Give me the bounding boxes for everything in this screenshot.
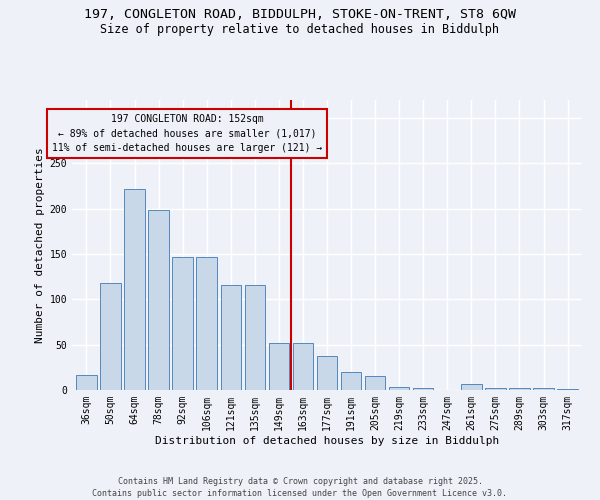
Bar xyxy=(293,343,313,390)
X-axis label: Distribution of detached houses by size in Biddulph: Distribution of detached houses by size … xyxy=(155,436,499,446)
Bar xyxy=(509,388,530,390)
Bar xyxy=(245,285,265,390)
Bar xyxy=(221,285,241,390)
Bar xyxy=(533,388,554,390)
Bar xyxy=(461,384,482,390)
Bar xyxy=(485,388,506,390)
Bar xyxy=(172,257,193,390)
Text: 197 CONGLETON ROAD: 152sqm
← 89% of detached houses are smaller (1,017)
11% of s: 197 CONGLETON ROAD: 152sqm ← 89% of deta… xyxy=(52,114,323,153)
Bar xyxy=(269,343,289,390)
Bar xyxy=(341,372,361,390)
Bar xyxy=(100,283,121,390)
Bar xyxy=(557,389,578,390)
Text: Contains HM Land Registry data © Crown copyright and database right 2025.
Contai: Contains HM Land Registry data © Crown c… xyxy=(92,476,508,498)
Text: Size of property relative to detached houses in Biddulph: Size of property relative to detached ho… xyxy=(101,22,499,36)
Bar xyxy=(413,388,433,390)
Bar xyxy=(365,376,385,390)
Bar xyxy=(317,356,337,390)
Y-axis label: Number of detached properties: Number of detached properties xyxy=(35,147,46,343)
Bar xyxy=(389,388,409,390)
Bar xyxy=(148,210,169,390)
Text: 197, CONGLETON ROAD, BIDDULPH, STOKE-ON-TRENT, ST8 6QW: 197, CONGLETON ROAD, BIDDULPH, STOKE-ON-… xyxy=(84,8,516,20)
Bar xyxy=(196,257,217,390)
Bar xyxy=(76,374,97,390)
Bar xyxy=(124,189,145,390)
